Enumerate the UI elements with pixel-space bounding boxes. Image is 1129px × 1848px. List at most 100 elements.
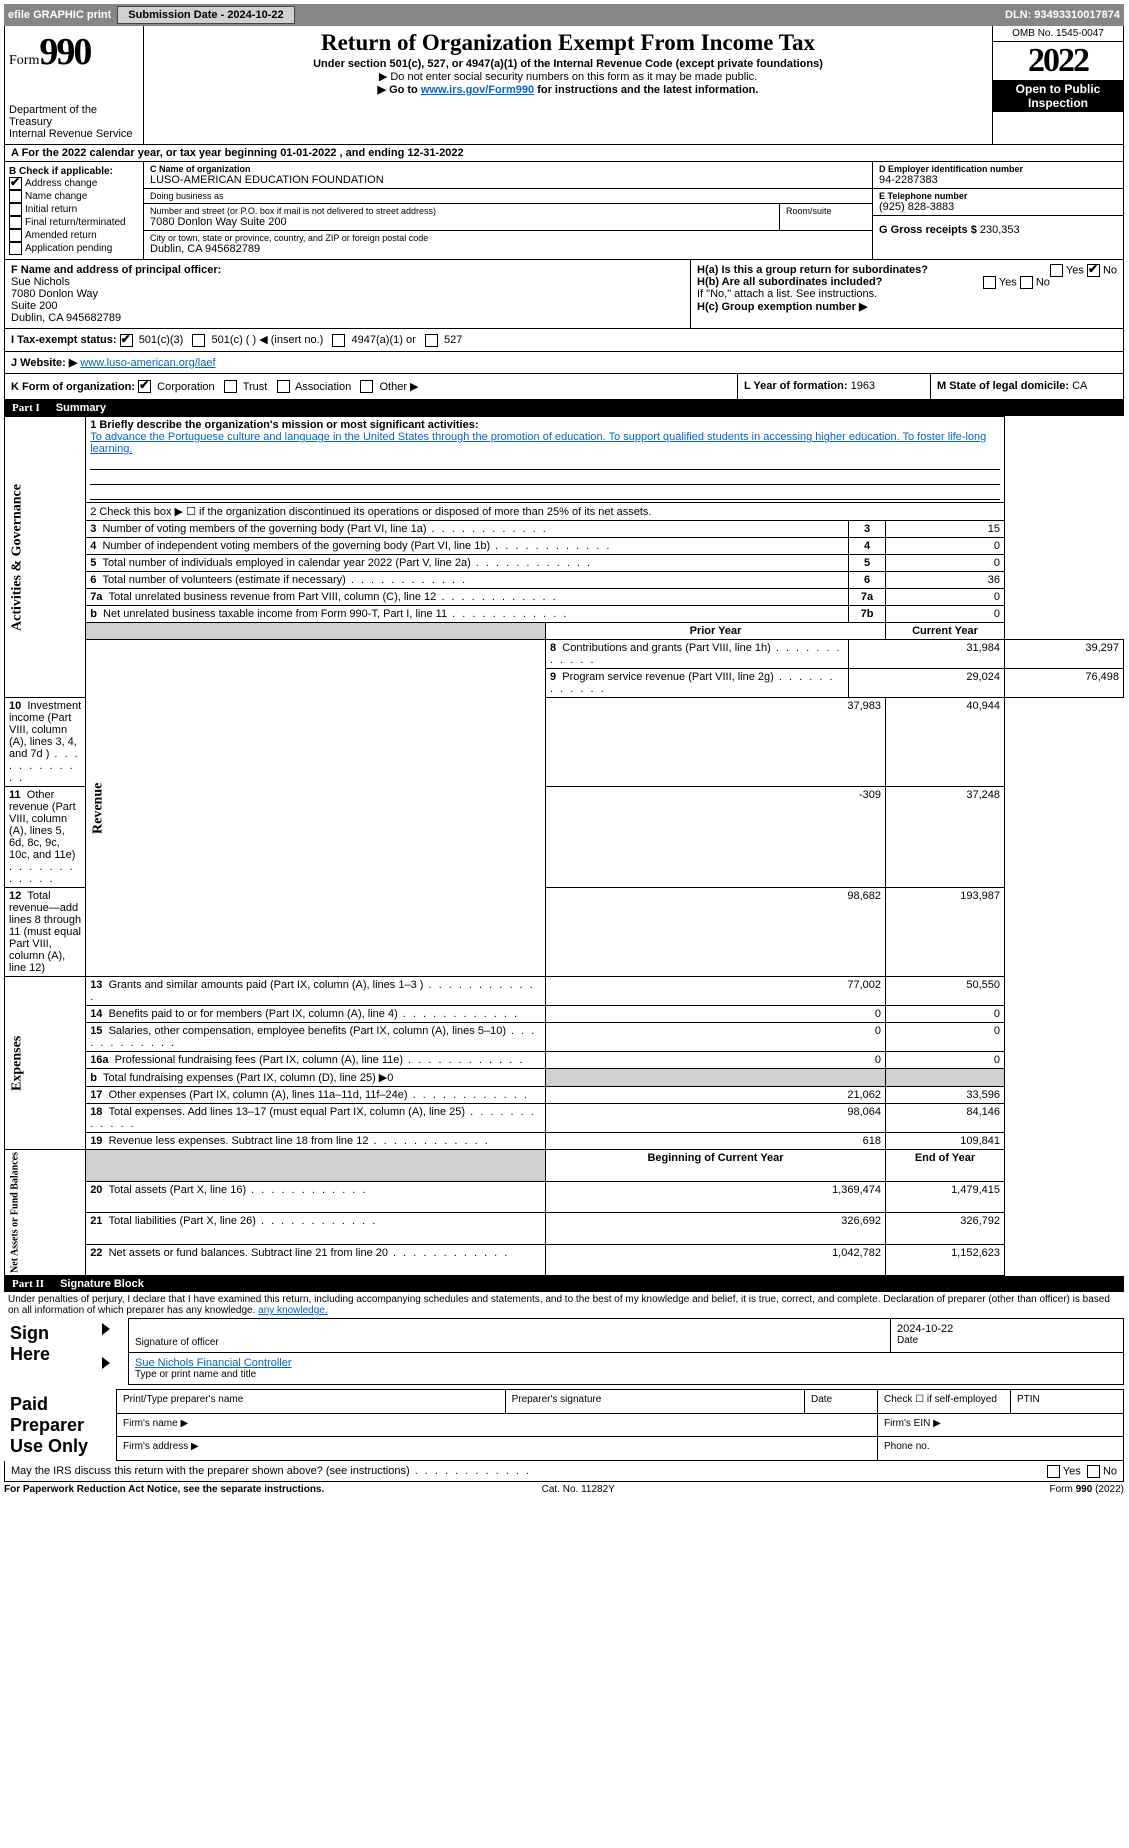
city-value: Dublin, CA 945682789 [150, 243, 866, 255]
street-address: 7080 Donlon Way Suite 200 [150, 216, 773, 228]
net-row: 20 Total assets (Part X, line 16)1,369,4… [5, 1181, 1124, 1212]
goto-note: ▶ Go to www.irs.gov/Form990 for instruct… [150, 83, 986, 96]
discuss-yes[interactable] [1047, 1465, 1060, 1478]
checkbox-address-change[interactable] [9, 177, 22, 190]
checkbox-initial-return[interactable] [9, 203, 22, 216]
exp-row: 19 Revenue less expenses. Subtract line … [5, 1133, 1124, 1150]
h-c: H(c) Group exemption number ▶ [697, 300, 1117, 313]
top-bar: efile GRAPHIC print Submission Date - 20… [4, 4, 1124, 26]
year-formation: 1963 [851, 380, 875, 392]
cb-corp[interactable] [138, 380, 151, 393]
cb-trust[interactable] [224, 380, 237, 393]
form-footer: Form 990 (2022) [1050, 1484, 1124, 1495]
gov-row: 7a Total unrelated business revenue from… [5, 589, 1124, 606]
triangle-icon [102, 1357, 110, 1369]
website-link[interactable]: www.luso-american.org/laef [80, 357, 215, 369]
cb-527[interactable] [425, 334, 438, 347]
form-header: Form990 Department of the Treasury Inter… [4, 26, 1124, 145]
sig-date: 2024-10-22 [897, 1323, 1117, 1335]
page-footer: For Paperwork Reduction Act Notice, see … [4, 1482, 1124, 1495]
eoy-header: End of Year [886, 1150, 1005, 1181]
discuss-no[interactable] [1087, 1465, 1100, 1478]
exp-row: 18 Total expenses. Add lines 13–17 (must… [5, 1104, 1124, 1133]
ha-yes[interactable] [1050, 264, 1063, 277]
net-row: 21 Total liabilities (Part X, line 26)32… [5, 1213, 1124, 1244]
paid-preparer-label: Paid Preparer Use Only [4, 1390, 117, 1461]
period-line: A For the 2022 calendar year, or tax yea… [5, 145, 1123, 162]
sign-here-label: Sign Here [4, 1319, 96, 1385]
net-row: 22 Net assets or fund balances. Subtract… [5, 1244, 1124, 1275]
ssn-note: ▶ Do not enter social security numbers o… [150, 70, 986, 83]
officer-name: Sue Nichols [11, 276, 684, 288]
gov-row: 4 Number of independent voting members o… [5, 538, 1124, 555]
open-to-public: Open to Public Inspection [993, 80, 1123, 112]
form-subtitle: Under section 501(c), 527, or 4947(a)(1)… [150, 58, 986, 70]
checkbox-app-pending[interactable] [9, 242, 22, 255]
part2-header: Part II Signature Block [4, 1276, 1124, 1292]
revenue-label: Revenue [86, 640, 546, 977]
org-name: LUSO-AMERICAN EDUCATION FOUNDATION [150, 174, 866, 186]
discuss-row: May the IRS discuss this return with the… [4, 1461, 1124, 1482]
mission-text: To advance the Portuguese culture and la… [90, 431, 1000, 455]
cb-other[interactable] [360, 380, 373, 393]
summary-table: Activities & Governance 1 Briefly descri… [4, 416, 1124, 1276]
state-domicile: CA [1072, 380, 1087, 392]
gross-receipts: 230,353 [980, 224, 1020, 236]
any-knowledge-link[interactable]: any knowledge. [258, 1305, 328, 1316]
cb-501c[interactable] [192, 334, 205, 347]
exp-row: b Total fundraising expenses (Part IX, c… [5, 1069, 1124, 1087]
section-j: J Website: ▶ www.luso-american.org/laef [5, 352, 1123, 374]
section-c: C Name of organization LUSO-AMERICAN EDU… [144, 162, 872, 259]
dln-label: DLN: 93493310017874 [1005, 9, 1120, 21]
hb-no[interactable] [1020, 276, 1033, 289]
checkbox-amended[interactable] [9, 229, 22, 242]
boy-header: Beginning of Current Year [546, 1150, 886, 1181]
hb-yes[interactable] [983, 276, 996, 289]
exp-row: 14 Benefits paid to or for members (Part… [5, 1006, 1124, 1023]
exp-row: 16a Professional fundraising fees (Part … [5, 1052, 1124, 1069]
section-b: B Check if applicable: Address change Na… [5, 162, 144, 259]
section-bcdeg: B Check if applicable: Address change Na… [5, 162, 1123, 260]
expenses-label: Expenses [5, 977, 86, 1150]
ein-value: 94-2287383 [879, 174, 1117, 186]
triangle-icon [102, 1323, 110, 1335]
tax-year: 2022 [993, 42, 1123, 80]
mission-label: 1 Briefly describe the organization's mi… [90, 419, 1000, 431]
h-b: H(b) Are all subordinates included? Yes … [697, 276, 1117, 288]
cb-4947[interactable] [332, 334, 345, 347]
gov-row: 3 Number of voting members of the govern… [5, 521, 1124, 538]
gov-row: b Net unrelated business taxable income … [5, 606, 1124, 623]
exp-row: 15 Salaries, other compensation, employe… [5, 1023, 1124, 1052]
penalty-text: Under penalties of perjury, I declare th… [4, 1292, 1124, 1318]
paid-preparer-table: Paid Preparer Use Only Print/Type prepar… [4, 1389, 1124, 1461]
phone-value: (925) 828-3883 [879, 201, 1117, 213]
submission-date-button[interactable]: Submission Date - 2024-10-22 [117, 6, 294, 24]
efile-label: efile GRAPHIC print [8, 9, 111, 21]
section-deg: D Employer identification number 94-2287… [872, 162, 1123, 259]
netassets-label: Net Assets or Fund Balances [5, 1150, 86, 1276]
gov-row: 5 Total number of individuals employed i… [5, 555, 1124, 572]
sign-here-table: Sign Here Signature of officer 2024-10-2… [4, 1318, 1124, 1385]
ha-no[interactable] [1087, 264, 1100, 277]
form-title: Return of Organization Exempt From Incom… [150, 30, 986, 56]
h-a: H(a) Is this a group return for subordin… [697, 264, 1117, 276]
section-fh: F Name and address of principal officer:… [5, 260, 1123, 329]
line2: 2 Check this box ▶ ☐ if the organization… [86, 503, 1005, 521]
omb-number: OMB No. 1545-0047 [993, 26, 1123, 42]
section-i: I Tax-exempt status: 501(c)(3) 501(c) ( … [5, 329, 1123, 352]
checkbox-name-change[interactable] [9, 190, 22, 203]
form-number: Form990 [9, 30, 139, 74]
dept-label: Department of the Treasury Internal Reve… [9, 104, 139, 140]
prior-year-header: Prior Year [546, 623, 886, 640]
governance-label: Activities & Governance [5, 417, 86, 698]
cb-501c3[interactable] [120, 334, 133, 347]
part1-header: Part I Summary [4, 400, 1124, 416]
officer-name-link[interactable]: Sue Nichols Financial Controller [135, 1357, 292, 1369]
current-year-header: Current Year [886, 623, 1005, 640]
gov-row: 6 Total number of volunteers (estimate i… [5, 572, 1124, 589]
section-klm: K Form of organization: Corporation Trus… [5, 374, 1123, 400]
irs-link[interactable]: www.irs.gov/Form990 [421, 84, 534, 96]
exp-row: 17 Other expenses (Part IX, column (A), … [5, 1087, 1124, 1104]
cb-assoc[interactable] [277, 380, 290, 393]
checkbox-final-return[interactable] [9, 216, 22, 229]
